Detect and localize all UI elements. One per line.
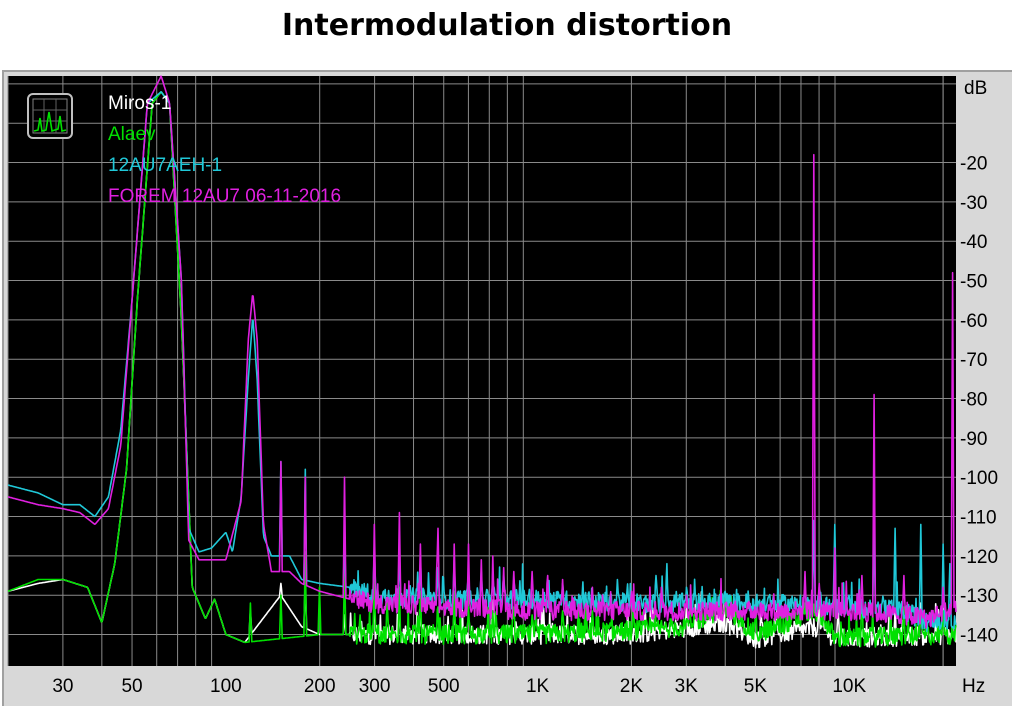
x-tick-label: 5K: [744, 676, 768, 697]
y-tick-label: -20: [960, 154, 987, 175]
chart-frame: Miros-1 Alaev 12AU7AEH-1 FOREM 12AU7 06-11-…: [2, 70, 1012, 706]
series-group: [7, 75, 957, 629]
y-tick-label: -50: [960, 272, 987, 293]
y-tick-label: -100: [960, 468, 998, 489]
y-tick-label: -80: [960, 390, 987, 411]
x-tick-label: 10K: [832, 676, 866, 697]
y-axis-unit-label: dB: [964, 78, 987, 99]
x-tick-label: 30: [52, 676, 73, 697]
y-tick-label: -60: [960, 311, 987, 332]
x-axis-unit-label: Hz: [962, 676, 985, 697]
y-tick-label: -140: [960, 626, 998, 647]
legend-entry: FOREM 12AU7 06-11-2016: [108, 186, 341, 207]
y-tick-label: -70: [960, 350, 987, 371]
legend-entry: 12AU7AEH-1: [108, 155, 222, 176]
x-tick-label: 50: [121, 676, 142, 697]
y-tick-label: -110: [960, 508, 997, 529]
x-tick-label: 500: [428, 676, 460, 697]
legend-icon[interactable]: [27, 93, 73, 139]
chart-svg: Miros-1 Alaev 12AU7AEH-1 FOREM 12AU7 06-11-…: [7, 75, 998, 697]
y-tick-label: -120: [960, 547, 998, 568]
grid: [7, 76, 956, 666]
page-title: Intermodulation distortion: [281, 8, 733, 43]
x-tick-label: 1K: [526, 676, 550, 697]
legend-entry: Miros-1: [108, 93, 171, 114]
series-line: [7, 75, 957, 629]
y-tick-label: -130: [960, 586, 998, 607]
x-tick-label: 100: [210, 676, 242, 697]
y-tick-label: -30: [960, 193, 987, 214]
x-tick-label: 2K: [620, 676, 644, 697]
axes: dB Hz 30 50 100 200 300 500 1K 2K 3K 5K 10K -20 -30 -…: [52, 78, 998, 697]
legend-entry: Alaev: [108, 124, 156, 145]
x-tick-label: 300: [359, 676, 391, 697]
legend: Miros-1 Alaev 12AU7AEH-1 FOREM 12AU7 06-11-…: [27, 93, 341, 207]
y-tick-label: -40: [960, 232, 987, 253]
x-tick-label: 3K: [675, 676, 699, 697]
y-tick-label: -90: [960, 429, 987, 450]
x-tick-label: 200: [304, 676, 336, 697]
series-layer: [7, 75, 957, 649]
